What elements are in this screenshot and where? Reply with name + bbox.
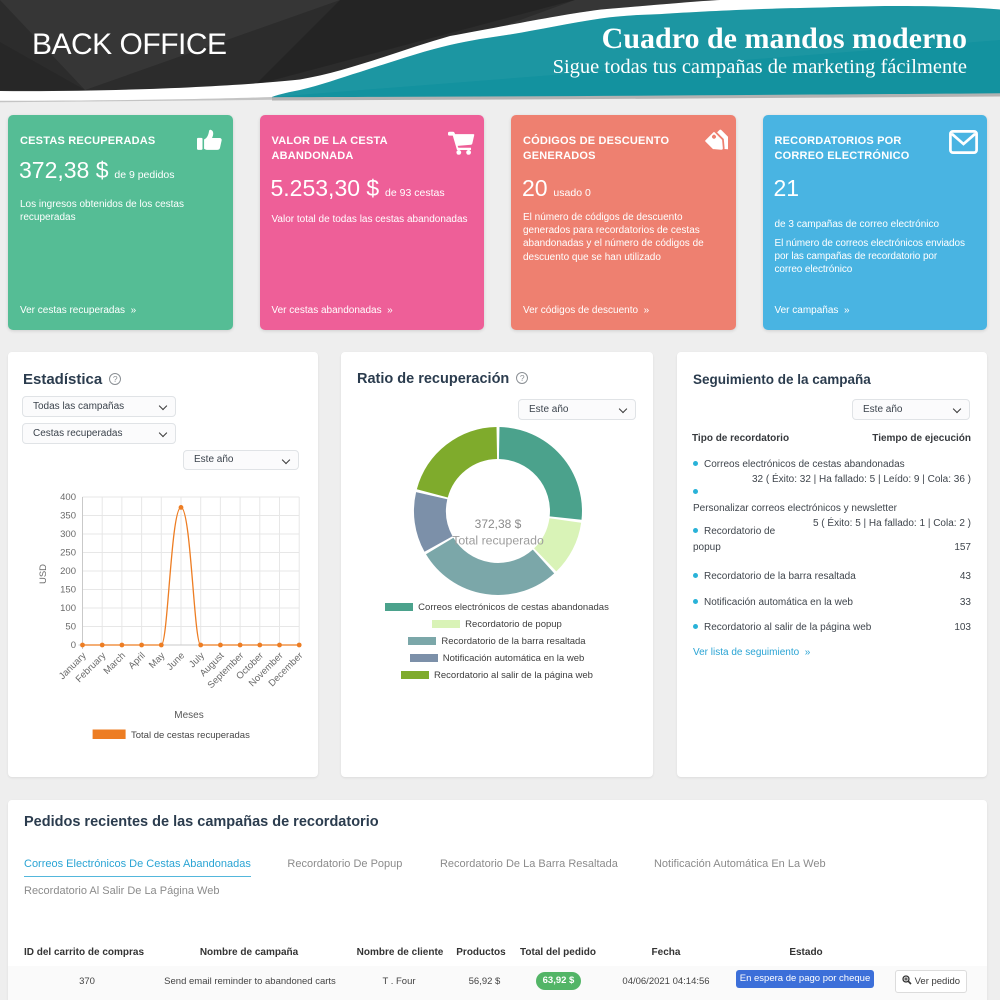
svg-text:June: June (165, 650, 187, 672)
svg-text:Total recuperado: Total recuperado (452, 534, 544, 548)
svg-text:350: 350 (60, 511, 76, 522)
svg-text:Meses: Meses (174, 710, 203, 721)
svg-text:150: 150 (60, 585, 76, 596)
svg-text:Total de cestas recuperadas: Total de cestas recuperadas (131, 730, 250, 741)
svg-text:March: March (102, 650, 128, 676)
svg-text:372,38 $: 372,38 $ (475, 517, 522, 531)
svg-text:250: 250 (60, 548, 76, 559)
svg-text:0: 0 (71, 640, 76, 651)
svg-text:USD: USD (38, 564, 49, 584)
svg-text:50: 50 (65, 622, 76, 633)
svg-text:May: May (147, 650, 168, 671)
svg-text:100: 100 (60, 603, 76, 614)
svg-text:April: April (126, 650, 147, 671)
svg-text:200: 200 (60, 566, 76, 577)
svg-text:300: 300 (60, 529, 76, 540)
svg-text:400: 400 (60, 492, 76, 503)
